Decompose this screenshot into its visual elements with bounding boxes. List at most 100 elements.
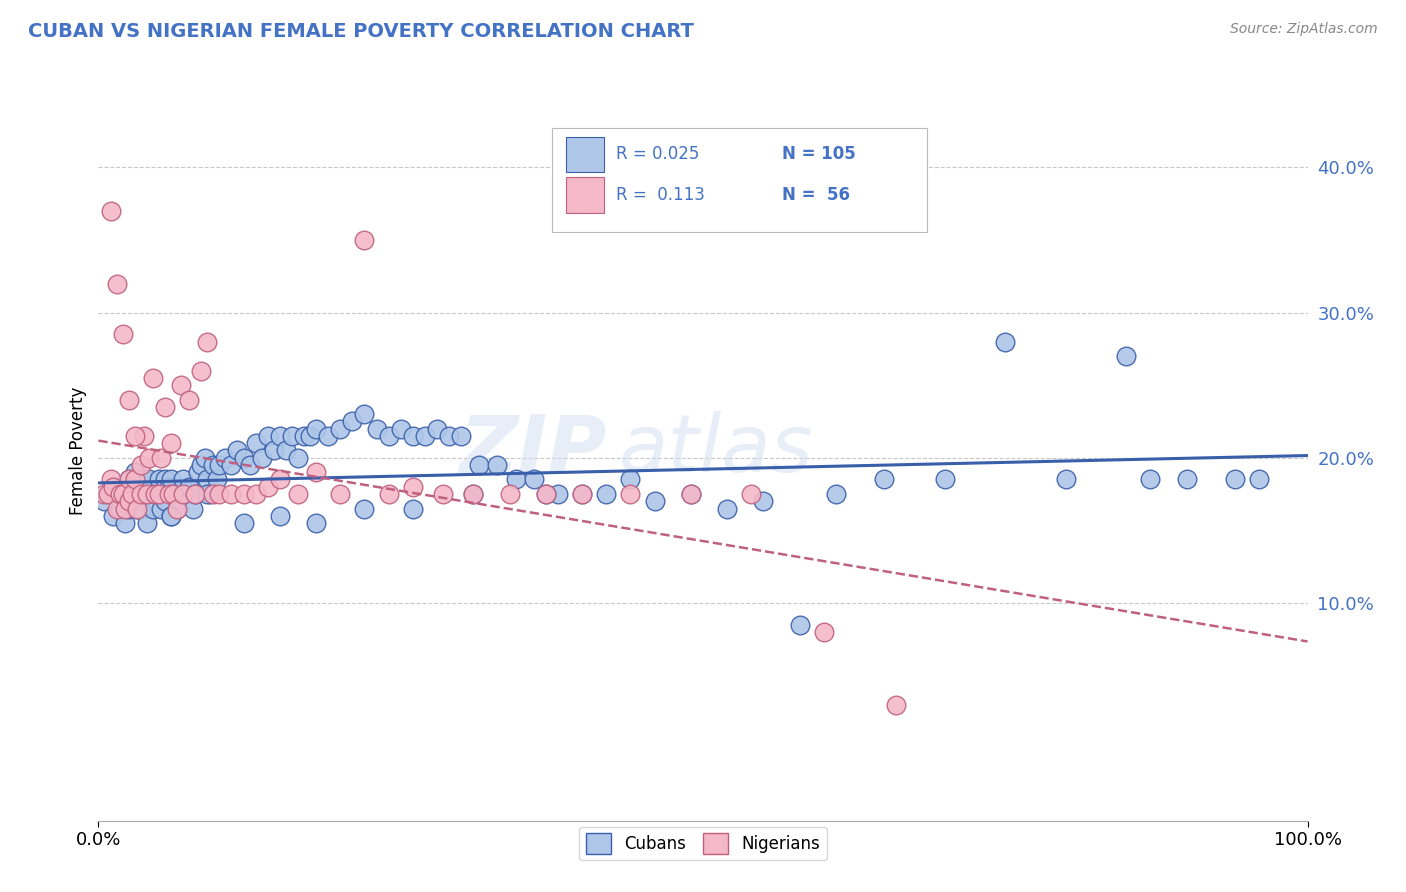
Point <box>114 516 136 530</box>
Point <box>187 465 209 479</box>
Point <box>221 487 243 501</box>
Point <box>121 487 143 501</box>
Point <box>274 443 297 458</box>
Point <box>166 501 188 516</box>
Point <box>160 508 183 523</box>
Point <box>1223 473 1246 487</box>
Point <box>129 458 152 472</box>
Text: R = 0.025: R = 0.025 <box>616 145 699 163</box>
FancyBboxPatch shape <box>551 128 927 232</box>
Point <box>108 501 131 516</box>
Point <box>97 487 120 501</box>
Point <box>184 487 207 501</box>
Point <box>366 422 388 436</box>
Text: Source: ZipAtlas.com: Source: ZipAtlas.com <box>1230 22 1378 37</box>
Point <box>162 487 184 501</box>
Point <box>450 429 472 443</box>
Point <box>157 480 180 494</box>
Point <box>402 480 425 494</box>
Point <box>166 501 188 516</box>
Point <box>208 487 231 501</box>
Point <box>426 422 449 436</box>
Point <box>108 487 131 501</box>
Point <box>232 487 254 501</box>
Point <box>205 473 228 487</box>
Point <box>595 487 617 501</box>
Point <box>174 487 197 501</box>
Point <box>111 487 134 501</box>
Point <box>269 508 291 523</box>
Point <box>402 429 425 443</box>
Point <box>111 487 134 501</box>
Point <box>129 487 152 501</box>
Point <box>194 450 217 465</box>
Point <box>162 487 184 501</box>
Point <box>179 392 201 407</box>
Point <box>208 458 231 472</box>
Point <box>135 487 157 501</box>
Point <box>377 487 399 501</box>
Point <box>124 473 146 487</box>
Point <box>101 508 124 523</box>
Point <box>505 473 527 487</box>
Point <box>534 487 557 501</box>
Point <box>148 473 170 487</box>
Point <box>127 501 149 516</box>
Point <box>287 450 309 465</box>
Point <box>994 334 1017 349</box>
Point <box>129 487 152 501</box>
Point <box>150 501 173 516</box>
Point <box>127 501 149 516</box>
Point <box>281 429 304 443</box>
Point <box>181 501 204 516</box>
Point <box>353 501 375 516</box>
Point <box>463 487 485 501</box>
Point <box>118 494 141 508</box>
Point <box>157 487 180 501</box>
Point <box>135 487 157 501</box>
Point <box>269 473 291 487</box>
Point <box>169 378 191 392</box>
Point <box>498 487 520 501</box>
Point <box>160 473 183 487</box>
Point <box>160 436 183 450</box>
Point <box>679 487 702 501</box>
Point <box>221 458 243 472</box>
Point <box>105 480 128 494</box>
Point <box>413 429 436 443</box>
Point <box>825 487 848 501</box>
Point <box>118 392 141 407</box>
Point <box>256 480 278 494</box>
Point <box>329 487 352 501</box>
Point <box>789 617 811 632</box>
Point <box>463 487 485 501</box>
Text: ZIP: ZIP <box>458 411 606 490</box>
Point <box>245 436 267 450</box>
Point <box>232 516 254 530</box>
Point <box>138 450 160 465</box>
Point <box>740 487 762 501</box>
Point <box>1249 473 1271 487</box>
Point <box>101 480 124 494</box>
Point <box>134 473 156 487</box>
Point <box>292 429 315 443</box>
Point <box>752 494 775 508</box>
Point <box>1115 349 1137 363</box>
Point <box>269 429 291 443</box>
Point <box>250 450 273 465</box>
Legend: Cubans, Nigerians: Cubans, Nigerians <box>579 827 827 861</box>
Point <box>100 203 122 218</box>
Point <box>148 487 170 501</box>
Text: N =  56: N = 56 <box>782 186 849 204</box>
Point <box>111 327 134 342</box>
Point <box>100 487 122 501</box>
Point <box>263 443 285 458</box>
Point <box>437 429 460 443</box>
Point <box>299 429 322 443</box>
Point <box>142 371 165 385</box>
Point <box>305 422 328 436</box>
Point <box>93 494 115 508</box>
Point <box>129 501 152 516</box>
Point <box>153 494 176 508</box>
Point <box>619 487 641 501</box>
